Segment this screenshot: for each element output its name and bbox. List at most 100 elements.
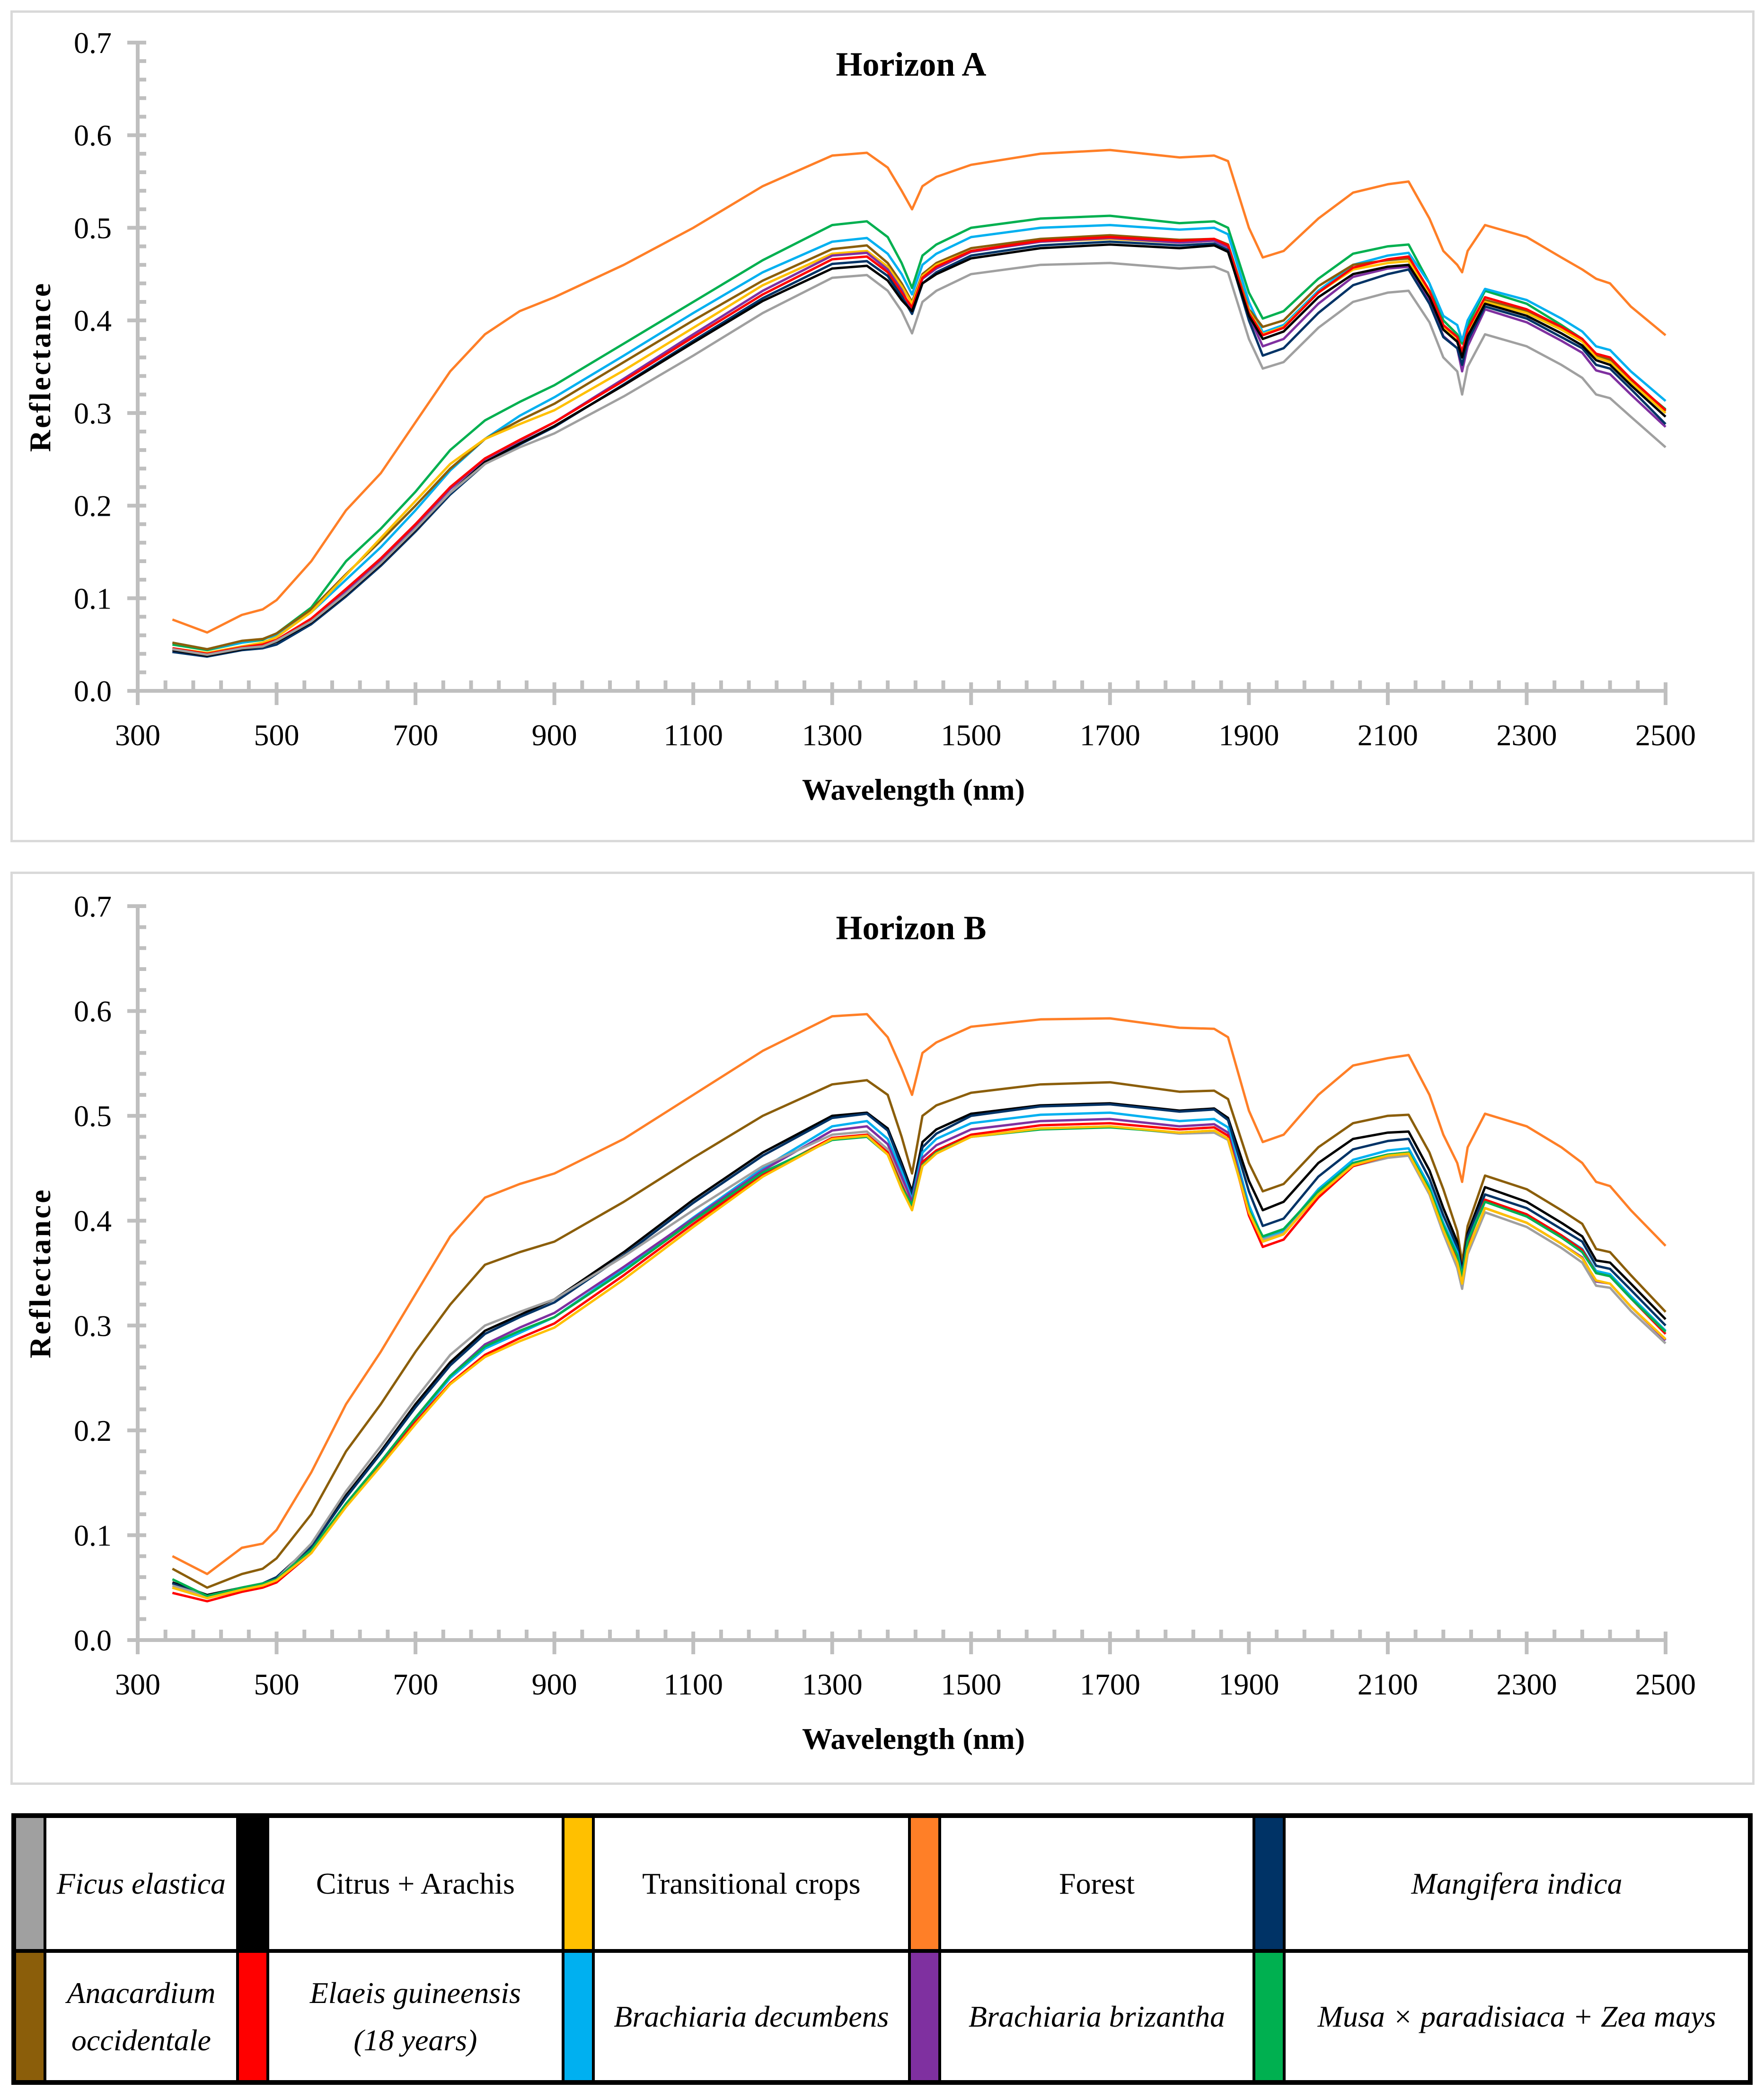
legend-label: Brachiaria decumbens — [595, 1953, 908, 2080]
legend-label-line: Citrus + Arachis — [316, 1866, 515, 1900]
y-tick-label: 0.4 — [74, 1204, 112, 1238]
legend-label: Citrus + Arachis — [269, 1818, 562, 1949]
legend-item-musa-x-paradisiaca-zea-mays: Musa × paradisiaca + Zea mays — [1252, 1953, 1748, 2080]
legend-label: Anacardium occidentale — [46, 1953, 236, 2080]
x-tick-label: 700 — [393, 718, 438, 752]
y-tick-label: 0.2 — [74, 1414, 112, 1447]
legend-item-ficus-elastica: Ficus elastica — [16, 1818, 236, 1949]
chart-title: Horizon A — [836, 45, 987, 83]
legend-swatch — [16, 1818, 46, 1949]
y-tick-label: 0.2 — [74, 489, 112, 523]
legend-item-forest: Forest — [908, 1818, 1252, 1949]
x-axis-title: Wavelength (nm) — [802, 1722, 1025, 1756]
x-tick-label: 300 — [115, 1668, 160, 1701]
series-line-forest — [172, 149, 1667, 634]
legend-item-citrus-arachis: Citrus + Arachis — [236, 1818, 562, 1949]
legend-swatch — [1252, 1953, 1286, 2080]
legend-label: Brachiaria brizantha — [941, 1953, 1252, 2080]
x-tick-label: 2300 — [1496, 718, 1557, 752]
series-line-ficus-elastica — [172, 262, 1667, 656]
legend-label: Transitional crops — [595, 1818, 908, 1949]
y-axis-title: Reflectance — [23, 282, 57, 452]
legend-label-line: Mangifera indica — [1411, 1866, 1623, 1900]
x-tick-label: 900 — [532, 1668, 577, 1701]
legend-item-brachiaria-decumbens: Brachiaria decumbens — [561, 1953, 908, 2080]
x-tick-label: 900 — [532, 718, 577, 752]
legend-swatch — [1252, 1818, 1286, 1949]
x-tick-label: 2300 — [1496, 1668, 1557, 1701]
legend-label: Forest — [941, 1818, 1252, 1949]
legend-label-line: Musa × paradisiaca + Zea mays — [1317, 1999, 1716, 2033]
chart-panel-horizon-b: 0.0 0.1 0.2 0.3 0.4 0.5 0.6 0.7 300 500 700 900 1100… — [10, 872, 1755, 1785]
legend: Ficus elastica Citrus + Arachis Transition… — [11, 1813, 1753, 2085]
series-line-mangifera-indica — [172, 1103, 1667, 1597]
y-tick-label: 0.7 — [74, 890, 112, 923]
legend-label-line: Forest — [1059, 1866, 1135, 1900]
series-line-elaeis-guineensis-18-years — [172, 236, 1667, 655]
x-tick-label: 1900 — [1218, 718, 1279, 752]
series-line-transitional-crops — [172, 238, 1667, 654]
y-axis-title: Reflectance — [23, 1188, 57, 1358]
x-tick-label: 1500 — [941, 1668, 1001, 1701]
x-tick-label: 1300 — [802, 718, 863, 752]
y-tick-label: 0.1 — [74, 1518, 112, 1552]
legend-swatch — [908, 1953, 941, 2080]
legend-item-transitional-crops: Transitional crops — [561, 1818, 908, 1949]
chart-horizon-a: 0.0 0.1 0.2 0.3 0.4 0.5 0.6 0.7 300 500 700 900 1100… — [23, 26, 1696, 806]
legend-label-line: occidentale — [71, 2023, 211, 2057]
y-tick-label: 0.6 — [74, 995, 112, 1028]
legend-label: Mangifera indica — [1286, 1818, 1748, 1949]
series-line-brachiaria-brizantha — [172, 237, 1667, 657]
series-line-anacardium-occidentale — [172, 1079, 1667, 1589]
legend-label-line: Elaeis guineensis — [309, 1976, 521, 2010]
x-axis-title: Wavelength (nm) — [802, 773, 1025, 806]
x-tick-label: 500 — [254, 1668, 300, 1701]
y-tick-label: 0.5 — [74, 211, 112, 245]
y-tick-label: 0.3 — [74, 397, 112, 430]
series-line-ficus-elastica — [172, 1125, 1667, 1597]
legend-label: Ficus elastica — [46, 1818, 236, 1949]
x-tick-label: 2100 — [1358, 718, 1418, 752]
y-tick-label: 0.1 — [74, 582, 112, 615]
y-tick-label: 0.5 — [74, 1099, 112, 1133]
y-tick-label: 0.0 — [74, 1623, 112, 1657]
legend-label: Musa × paradisiaca + Zea mays — [1286, 1953, 1748, 2080]
x-tick-label: 700 — [393, 1668, 438, 1701]
legend-item-brachiaria-brizantha: Brachiaria brizantha — [908, 1953, 1252, 2080]
legend-label-line: Brachiaria decumbens — [614, 1999, 889, 2033]
series-group — [172, 149, 1667, 658]
legend-item-elaeis-guineensis-18-years: Elaeis guineensis (18 years) — [236, 1953, 562, 2080]
legend-row-1: Ficus elastica Citrus + Arachis Transition… — [16, 1818, 1748, 1953]
series-line-elaeis-guineensis-18-years — [172, 1122, 1667, 1603]
legend-label: Elaeis guineensis (18 years) — [269, 1953, 562, 2080]
legend-swatch — [908, 1818, 941, 1949]
legend-swatch — [236, 1818, 269, 1949]
legend-swatch — [236, 1953, 269, 2080]
y-tick-label: 0.6 — [74, 119, 112, 152]
series-line-brachiaria-brizantha — [172, 1118, 1667, 1599]
chart-title: Horizon B — [836, 909, 987, 947]
x-tick-label: 300 — [115, 718, 160, 752]
legend-label-line: Anacardium — [67, 1976, 216, 2010]
x-tick-label: 2500 — [1635, 718, 1696, 752]
chart-panel-horizon-a: 0.0 0.1 0.2 0.3 0.4 0.5 0.6 0.7 300 500 700 900 1100… — [10, 10, 1755, 842]
y-tick-label: 0.7 — [74, 26, 112, 60]
series-line-musa-x-paradisiaca-zea-mays — [172, 1126, 1667, 1597]
series-line-anacardium-occidentale — [172, 234, 1667, 651]
series-line-transitional-crops — [172, 1125, 1667, 1599]
series-group — [172, 1013, 1667, 1603]
x-tick-label: 1100 — [663, 718, 723, 752]
legend-swatch — [561, 1818, 595, 1949]
x-tick-label: 500 — [254, 718, 300, 752]
y-tick-label: 0.4 — [74, 304, 112, 337]
legend-label-line: Brachiaria brizantha — [968, 1999, 1226, 2033]
legend-item-mangifera-indica: Mangifera indica — [1252, 1818, 1748, 1949]
legend-label-line: Ficus elastica — [56, 1866, 226, 1900]
x-tick-label: 1900 — [1218, 1668, 1279, 1701]
x-tick-label: 1300 — [802, 1668, 863, 1701]
x-tick-label: 1700 — [1080, 1668, 1140, 1701]
y-tick-label: 0.3 — [74, 1309, 112, 1342]
x-tick-label: 2500 — [1635, 1668, 1696, 1701]
x-tick-label: 1700 — [1080, 718, 1140, 752]
legend-swatch — [16, 1953, 46, 2080]
